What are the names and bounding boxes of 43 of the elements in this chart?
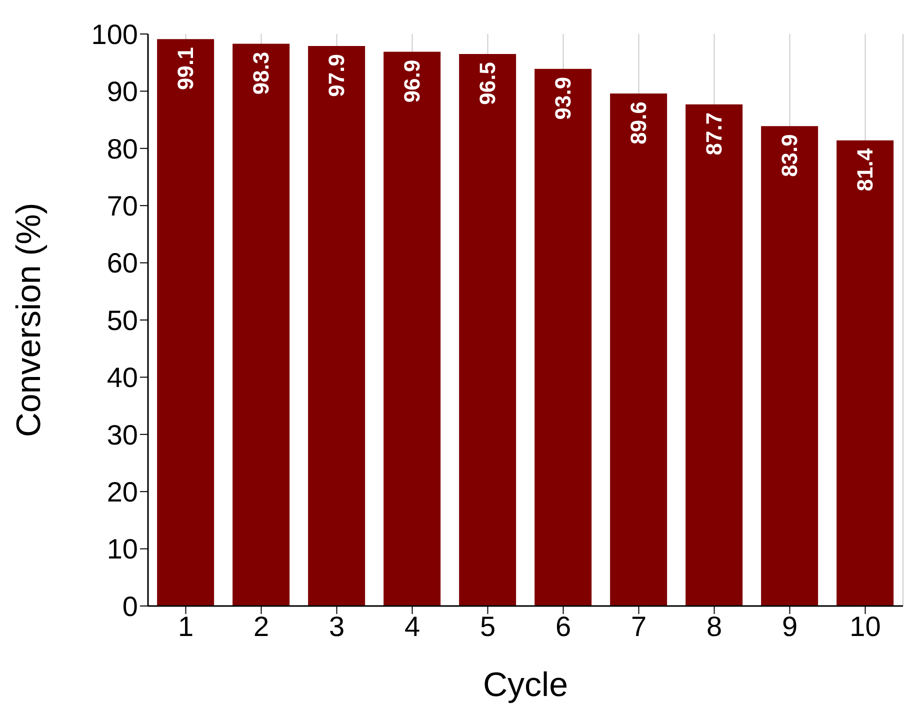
data-label: 99.1 (173, 47, 198, 90)
x-tick-label: 1 (178, 610, 194, 642)
y-tick-label: 30 (106, 419, 138, 450)
bar (308, 46, 366, 606)
y-tick-label: 0 (122, 590, 138, 622)
x-tick-label: 8 (706, 610, 722, 642)
y-axis-title: Conversion (%) (10, 202, 48, 438)
x-tick-label: 10 (850, 610, 881, 642)
data-label: 98.3 (248, 52, 274, 95)
bar (157, 39, 214, 606)
data-label: 81.4 (852, 148, 878, 192)
data-label: 96.9 (400, 60, 425, 103)
x-tick-label: 6 (555, 610, 572, 642)
y-tick-label: 60 (106, 248, 138, 279)
data-label: 93.9 (550, 76, 576, 120)
x-axis-title: Cycle (482, 666, 568, 704)
y-tick-label: 70 (106, 190, 138, 222)
bar (384, 52, 441, 606)
x-tick-label: 2 (253, 610, 270, 642)
bar (836, 140, 894, 606)
x-tick-label: 3 (328, 610, 345, 642)
y-tick-label: 90 (106, 76, 138, 108)
bar (610, 93, 668, 606)
x-tick-label: 5 (480, 610, 496, 642)
bar (534, 68, 592, 606)
bar (459, 54, 516, 606)
y-tick-label: 80 (106, 133, 138, 164)
data-label: 97.9 (324, 54, 350, 97)
bar (232, 44, 290, 606)
x-tick-label: 7 (630, 610, 647, 642)
bar (686, 104, 743, 606)
data-label: 89.6 (626, 101, 652, 144)
x-tick-label: 9 (782, 610, 798, 642)
y-tick-label: 50 (106, 304, 138, 336)
y-tick-label: 100 (91, 18, 138, 50)
y-tick-label: 20 (106, 476, 138, 508)
y-tick-label: 40 (106, 362, 138, 394)
data-label: 96.5 (475, 62, 500, 105)
data-label: 83.9 (777, 134, 802, 177)
x-tick-label: 4 (404, 610, 420, 642)
y-tick-label: 10 (106, 534, 138, 565)
data-label: 87.7 (702, 112, 727, 156)
bar (761, 126, 818, 606)
